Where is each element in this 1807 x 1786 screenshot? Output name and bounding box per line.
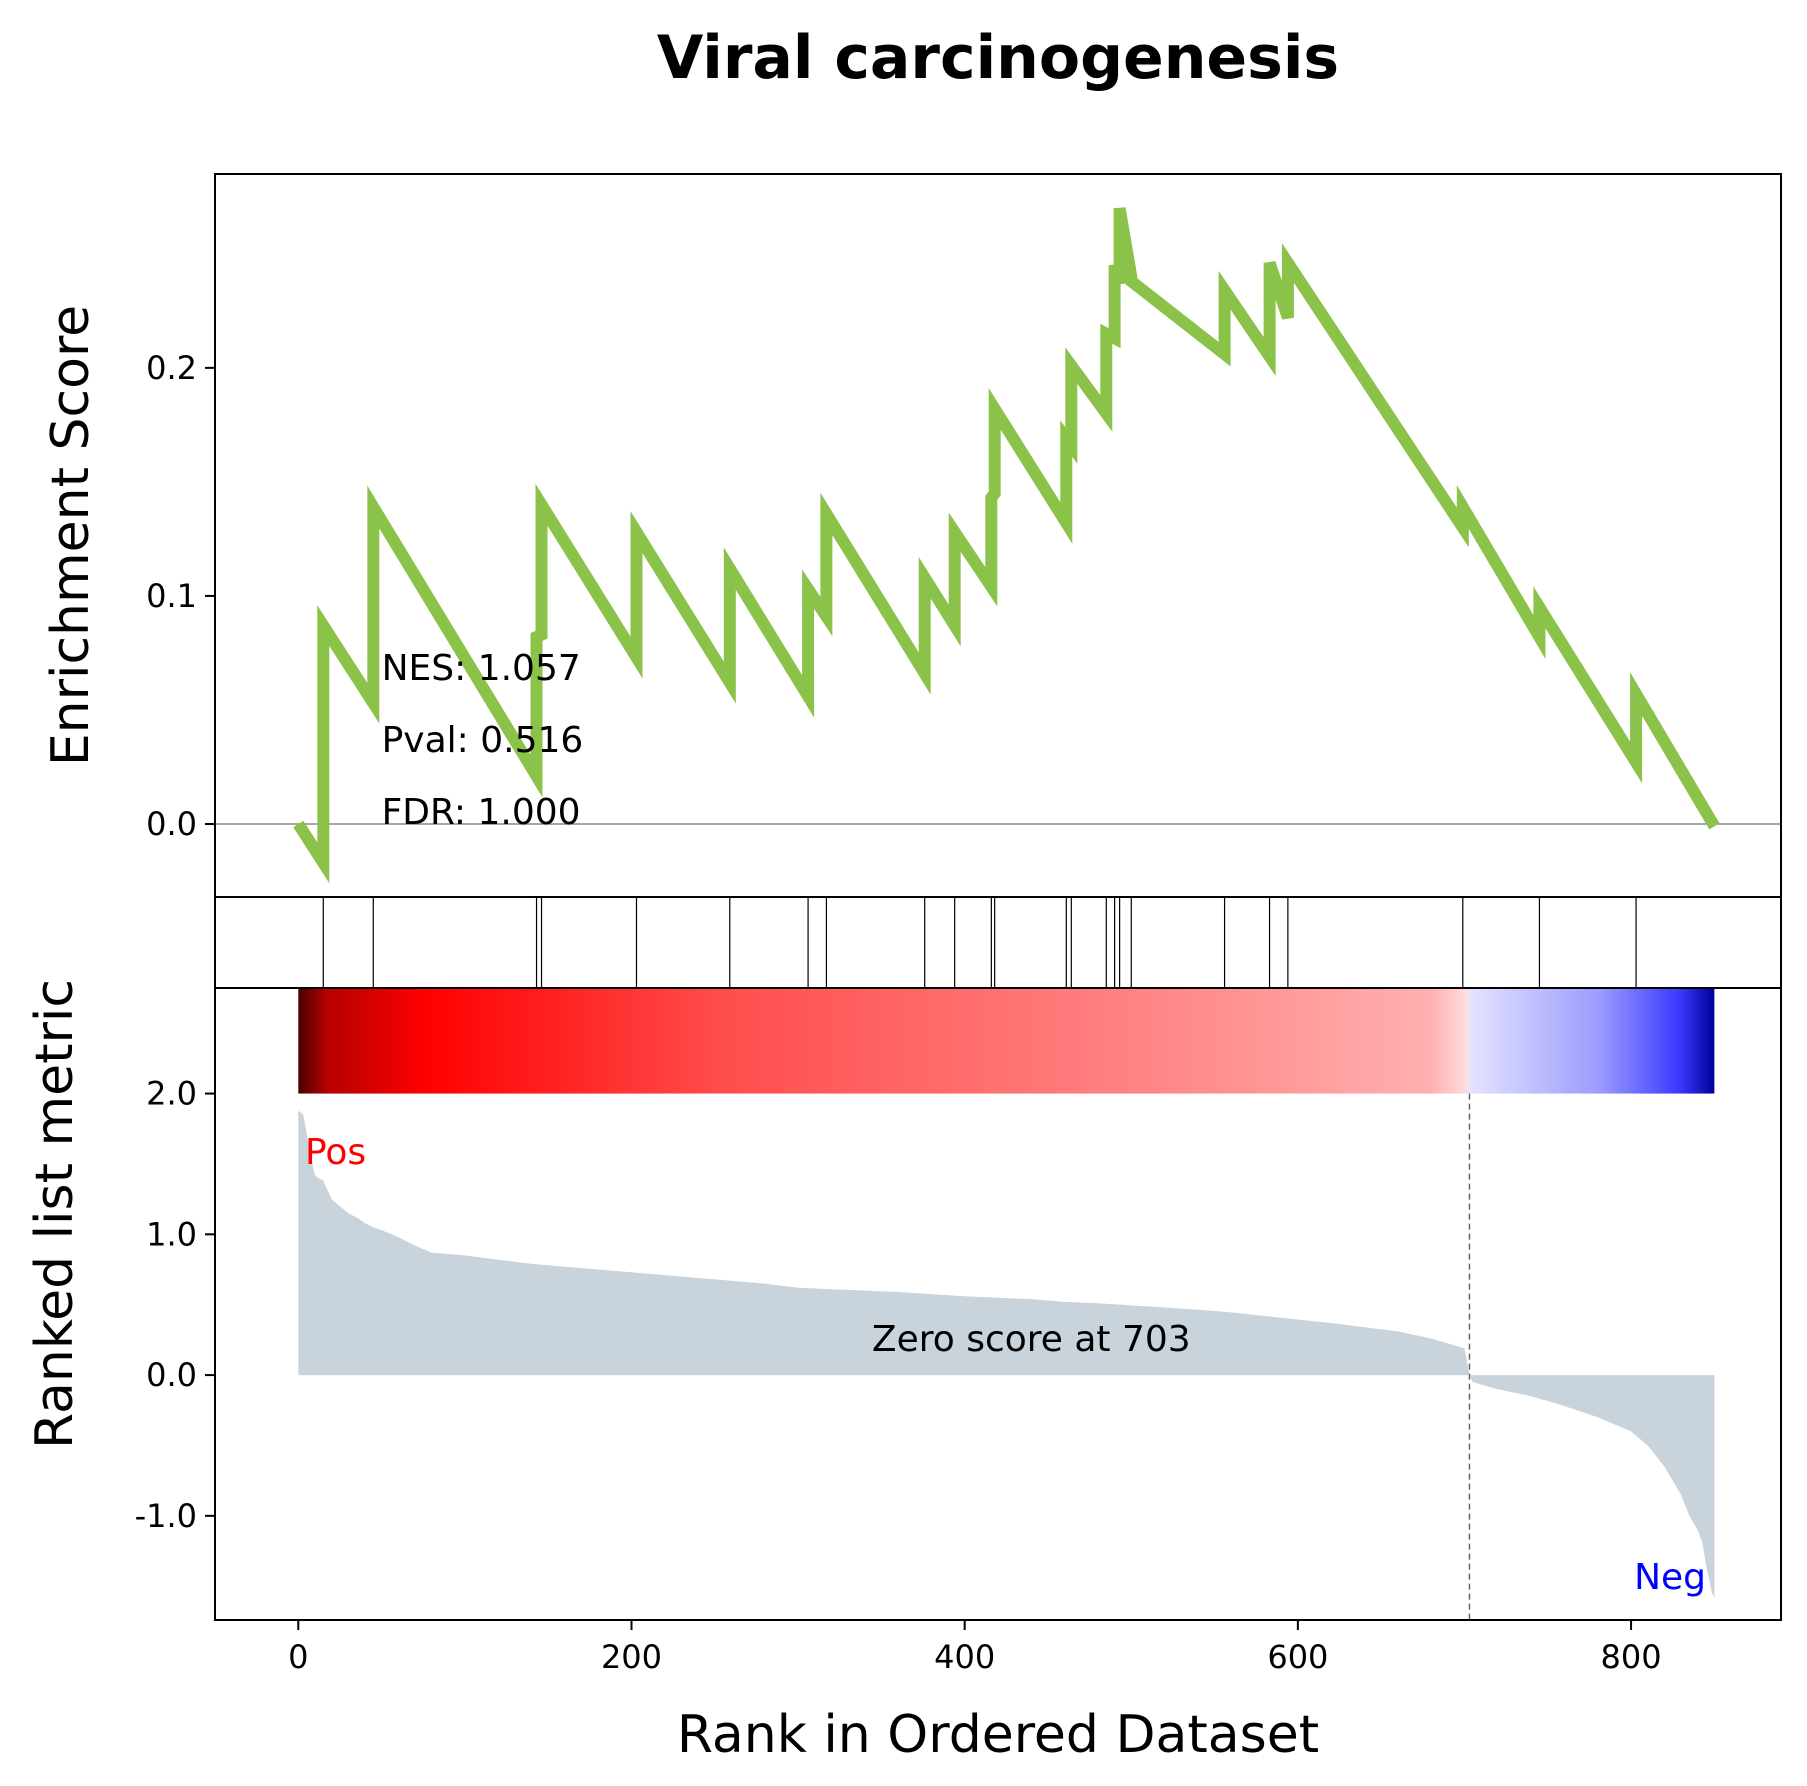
- enrichment-score-line: [293, 207, 1720, 884]
- enrichment-score-axis-label: Enrichment Score: [41, 305, 101, 766]
- nes-label: NES: 1.057: [382, 648, 581, 689]
- x-axis-label: Rank in Ordered Dataset: [677, 1705, 1319, 1765]
- ranked-metric-panel: Zero score at 703 Pos Neg -1.00.01.02.0 …: [25, 979, 1782, 1765]
- rm-ytick-label: 2.0: [146, 1075, 197, 1113]
- pval-label: Pval: 0.516: [382, 720, 584, 761]
- xtick-label: 800: [1601, 1638, 1662, 1676]
- neg-label: Neg: [1634, 1557, 1706, 1598]
- xtick-label: 0: [288, 1638, 308, 1676]
- hit-panel: [214, 896, 1782, 989]
- rm-ytick-label: 0.0: [146, 1356, 197, 1394]
- enrichment-panel: 0.0 0.1 0.2 NES: 1.057 Pval: 0.516 FDR: 1.…: [41, 173, 1782, 898]
- rm-ytick-label: 1.0: [146, 1215, 197, 1253]
- es-ytick-label: 0.1: [146, 577, 197, 615]
- ranked-metric-panel-frame: [214, 987, 1782, 1621]
- es-ytick-label: 0.0: [146, 805, 197, 843]
- ranked-metric-area: [298, 1110, 1715, 1598]
- chart-title: Viral carcinogenesis: [657, 23, 1339, 93]
- enrichment-panel-frame: [214, 173, 1782, 898]
- hit-panel-frame: [214, 896, 1782, 989]
- xtick-label: 400: [934, 1638, 995, 1676]
- xtick-label: 600: [1267, 1638, 1328, 1676]
- xtick-label: 200: [601, 1638, 662, 1676]
- ranked-metric-axis-label: Ranked list metric: [25, 979, 85, 1449]
- rm-ytick-label: -1.0: [135, 1497, 197, 1535]
- zero-score-label: Zero score at 703: [872, 1319, 1191, 1360]
- pos-label: Pos: [305, 1132, 366, 1173]
- rank-color-bar: [298, 988, 1715, 1094]
- fdr-label: FDR: 1.000: [382, 792, 581, 833]
- es-ytick-label: 0.2: [146, 349, 197, 387]
